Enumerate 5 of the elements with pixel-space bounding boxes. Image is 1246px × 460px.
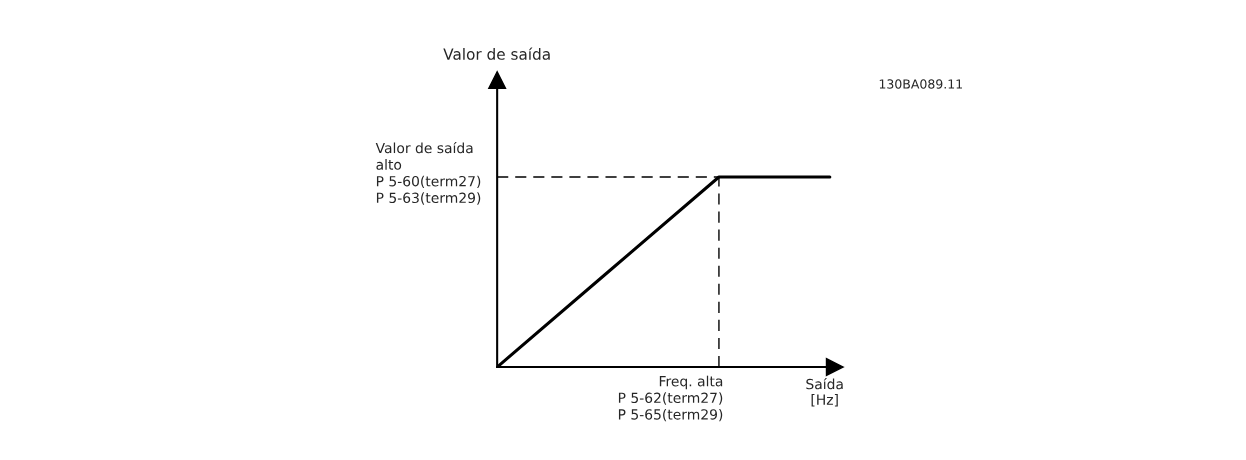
text: 130BA089.11: [879, 79, 962, 89]
text: Freq. alta P 5-62(term27) P 5-65(term29): [618, 375, 723, 422]
x-axis-title: Saída [Hz]: [806, 378, 843, 407]
text: Valor de saída alto P 5-60(term27) P 5-63(term29): [375, 141, 481, 205]
text: Valor de saída: [443, 47, 550, 60]
